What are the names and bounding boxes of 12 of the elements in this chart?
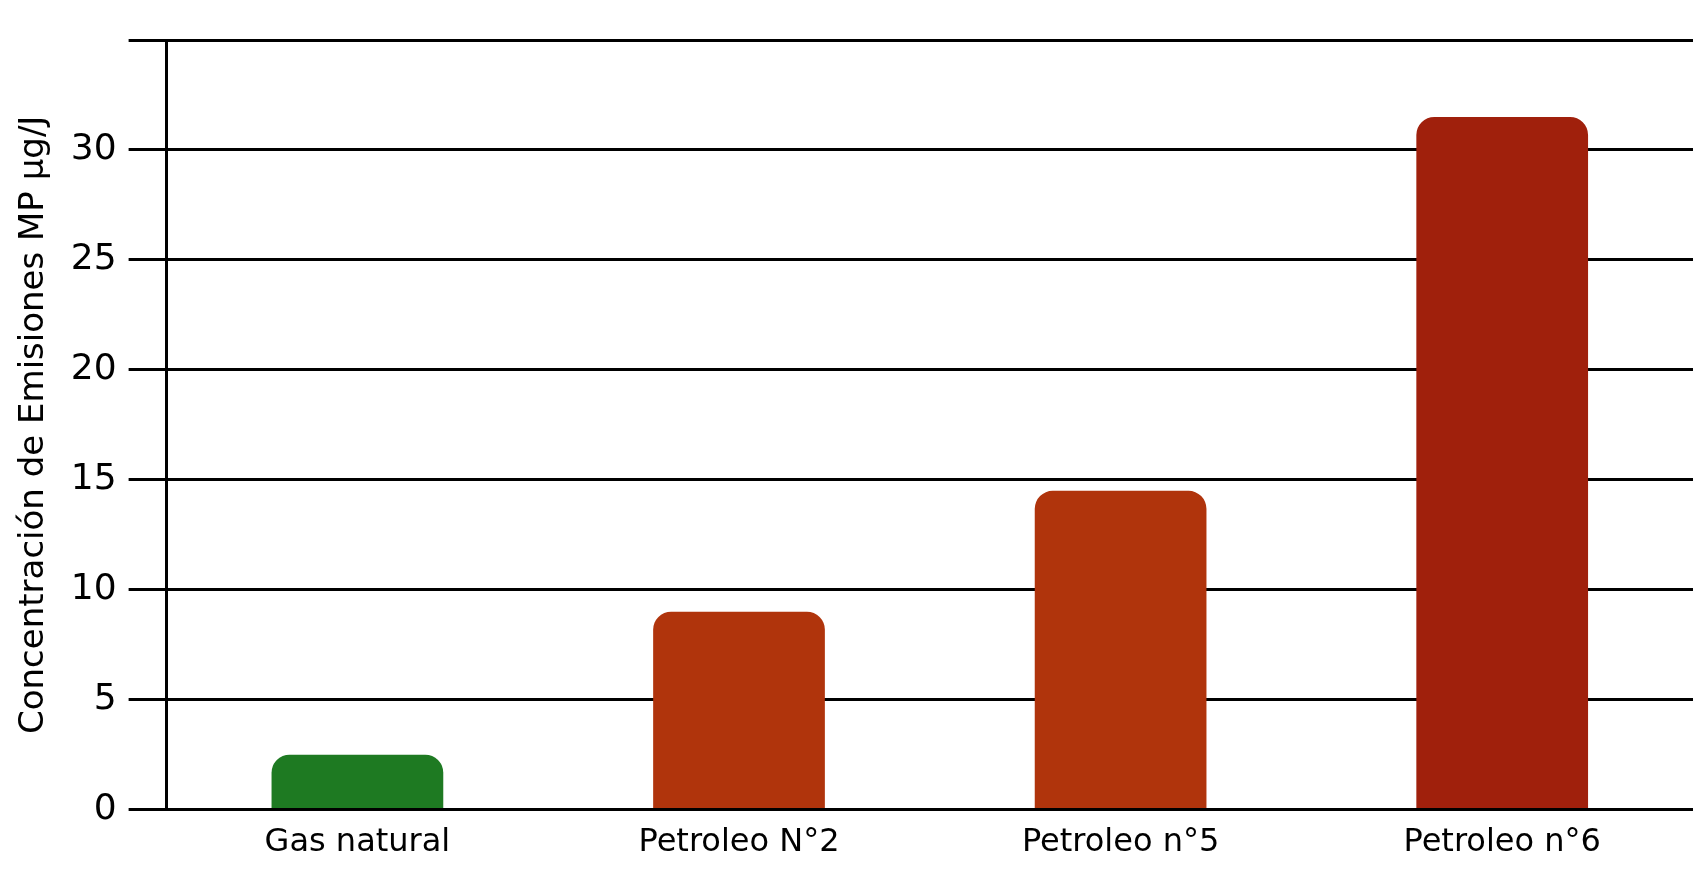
y-tick-label: 15 <box>70 456 117 498</box>
y-tick-label: 30 <box>70 126 117 168</box>
y-tick-label: 20 <box>70 346 117 388</box>
y-tick-label: 0 <box>93 785 117 827</box>
x-tick-label: Petroleo N°2 <box>638 821 840 860</box>
x-tick-label: Petroleo n°5 <box>1021 821 1220 860</box>
y-tick-label: 25 <box>70 236 117 278</box>
y-axis-title: Concentración de Emisiones MP μg/J <box>11 115 52 734</box>
x-tick-label: Petroleo n°6 <box>1403 821 1601 860</box>
y-tick-label: 5 <box>93 676 117 718</box>
y-tick-label: 10 <box>70 566 117 608</box>
x-tick-label: Gas natural <box>264 821 451 860</box>
